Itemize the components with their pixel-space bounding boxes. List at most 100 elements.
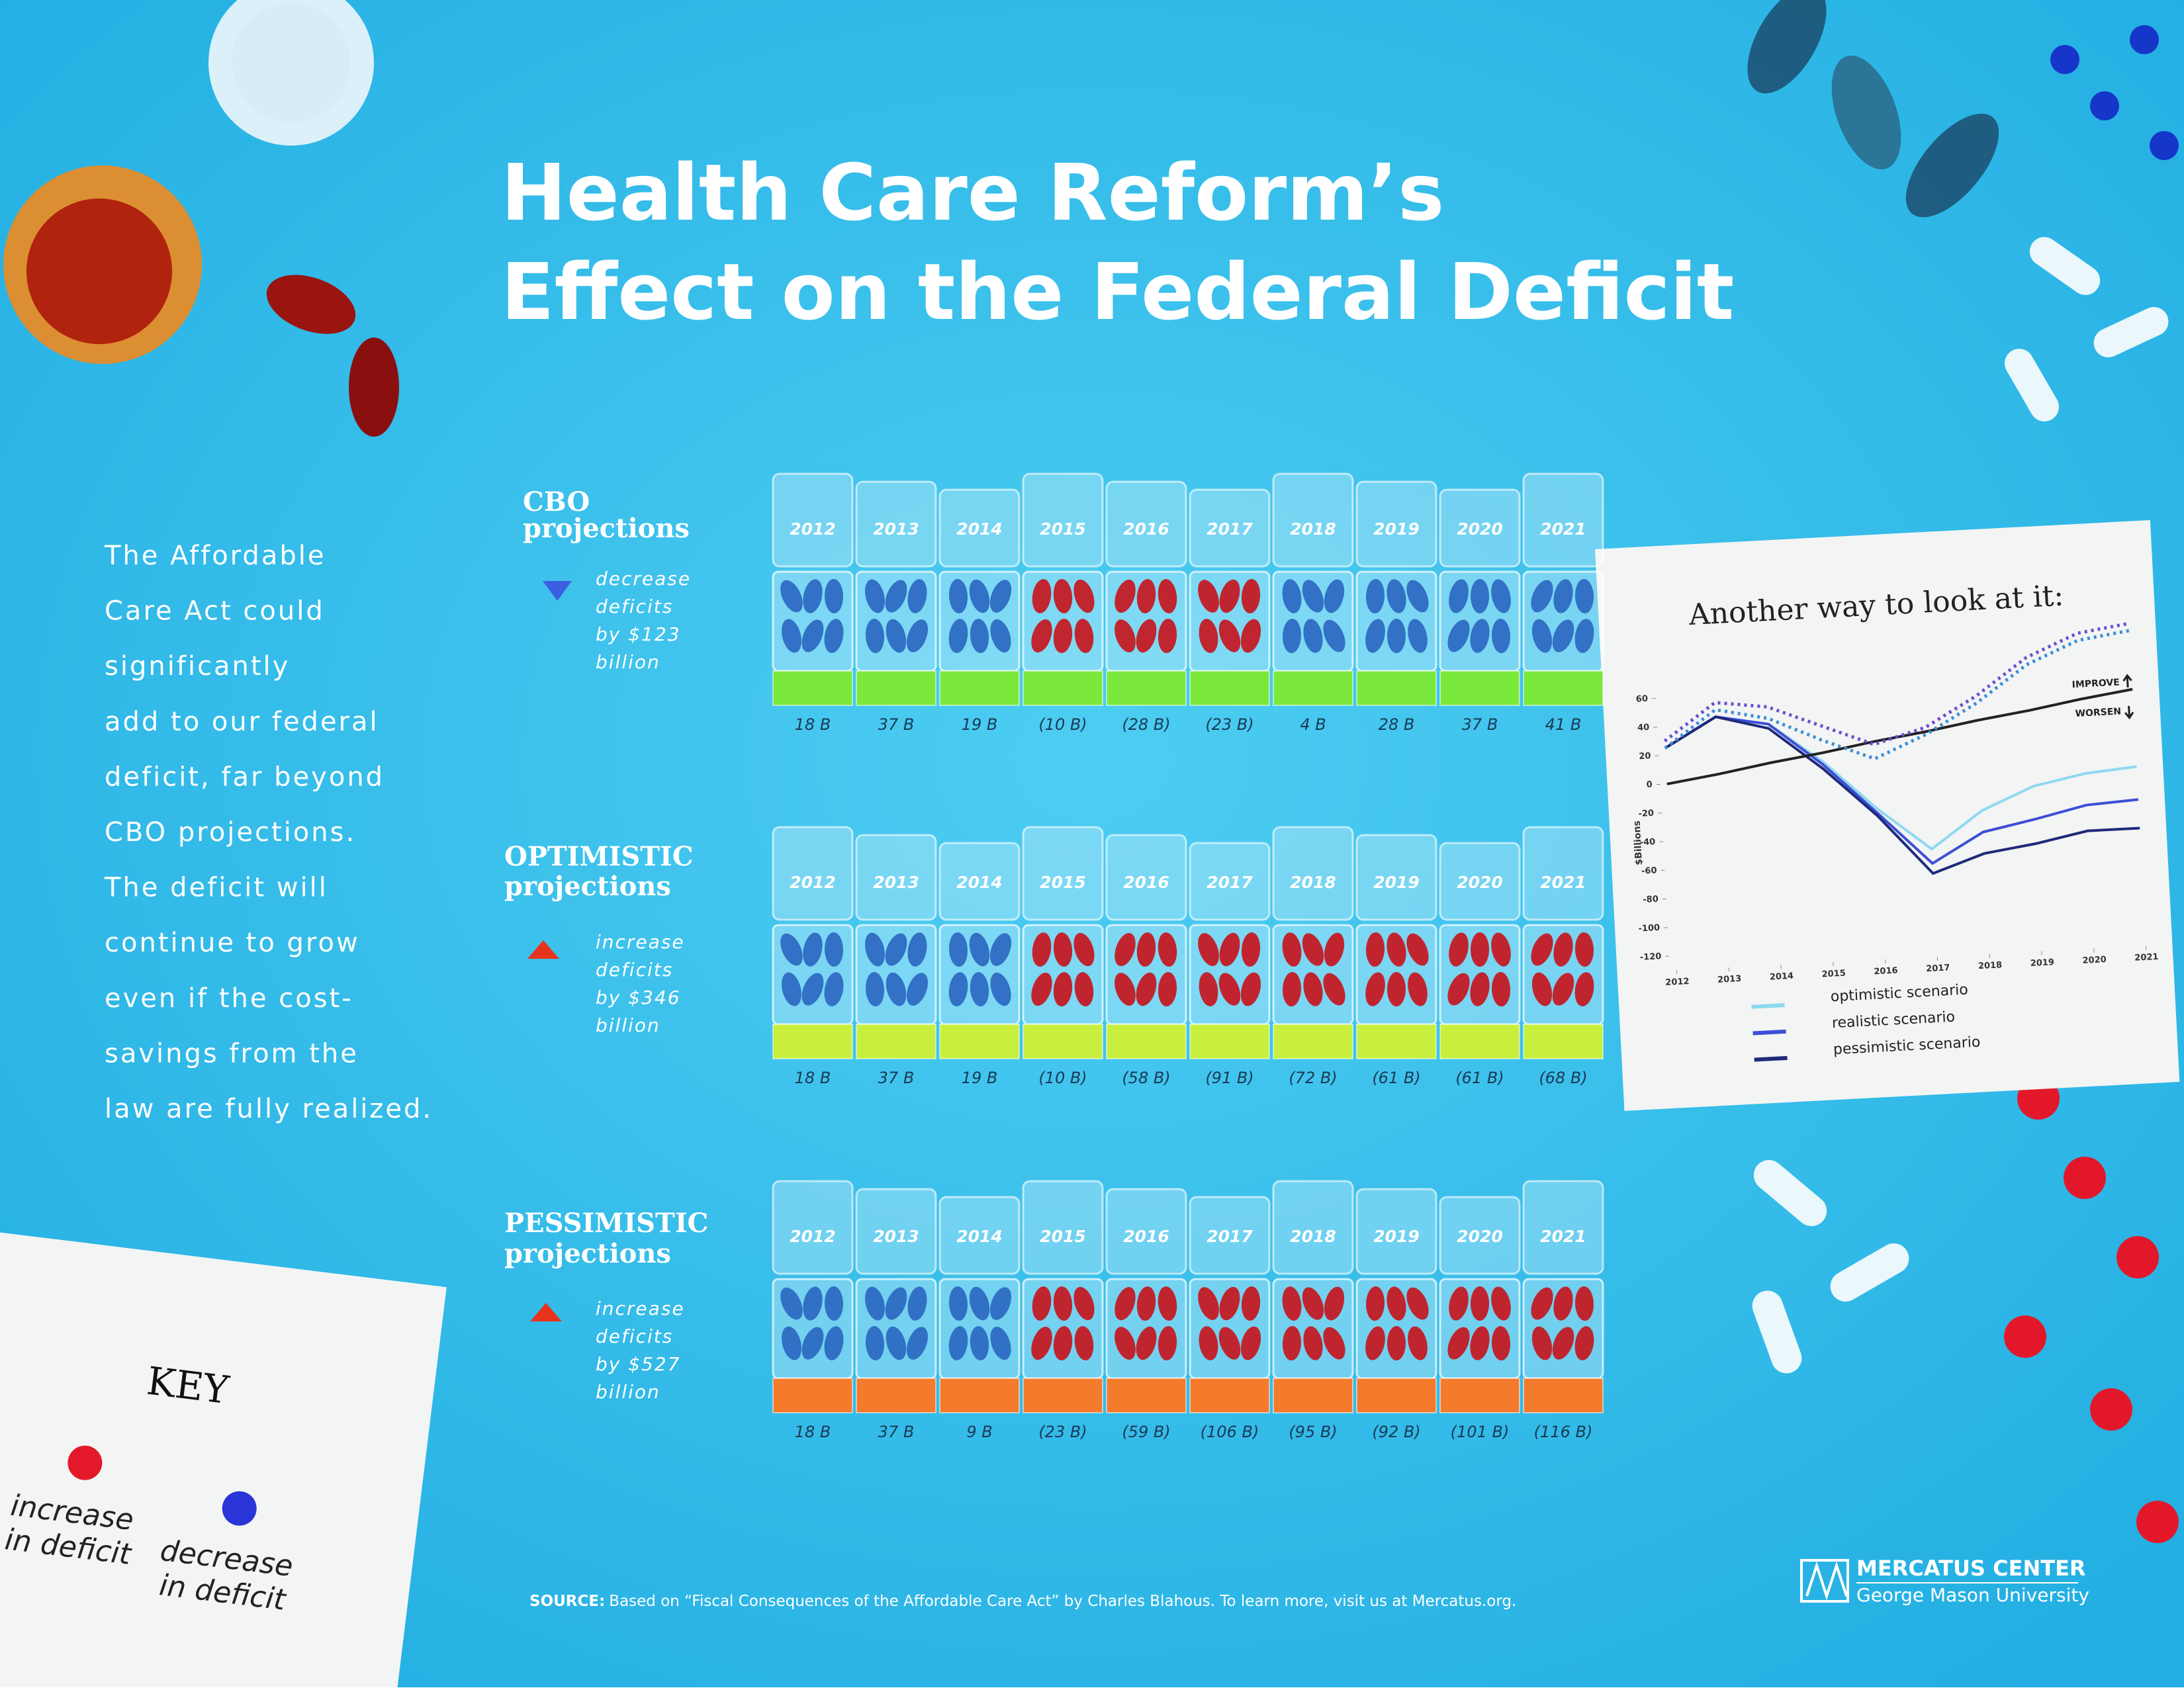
year-label: 2016	[1123, 1227, 1169, 1246]
compartment-tray	[1440, 671, 1520, 705]
compartment-tray	[1023, 671, 1103, 705]
value-label: (91 B)	[1205, 1069, 1253, 1087]
year-label: 2019	[1373, 1227, 1420, 1246]
legend-swatch	[1754, 1058, 1788, 1060]
compartment-tray	[1190, 1024, 1269, 1059]
compartment-tray	[773, 1378, 852, 1413]
intro-line: CBO projections.	[105, 817, 356, 848]
x-tick-label: 2020	[2082, 955, 2107, 966]
projection-label: projections	[523, 513, 690, 544]
projection-description: by $123	[596, 623, 681, 645]
legend-swatch	[1752, 1005, 1785, 1007]
compartment-tray	[773, 1024, 852, 1059]
value-label: 41 B	[1545, 715, 1582, 734]
logo-sub: George Mason University	[1856, 1584, 2089, 1606]
projection-description: billion	[596, 1014, 660, 1036]
projection-description: billion	[596, 1381, 660, 1403]
compartment-tray	[856, 1024, 936, 1059]
x-tick-label: 2016	[1874, 965, 1898, 977]
intro-line: The Affordable	[104, 541, 326, 571]
year-label: 2017	[1206, 519, 1253, 539]
value-label: 28 B	[1379, 715, 1415, 734]
projection-label: PESSIMISTIC	[504, 1208, 708, 1239]
value-label: 18 B	[795, 1423, 831, 1441]
x-tick-label: 2013	[1717, 974, 1742, 985]
pill	[1387, 1326, 1406, 1360]
projection-label: projections	[504, 1238, 671, 1269]
pill	[1387, 619, 1406, 653]
year-label: 2018	[1290, 519, 1336, 539]
legend-swatch	[1753, 1032, 1786, 1034]
compartment-tray	[1107, 1024, 1186, 1059]
paper	[0, 1231, 447, 1687]
y-tick-label: -80	[1643, 895, 1659, 905]
intro-line: even if the cost-	[105, 983, 353, 1014]
value-label: (72 B)	[1289, 1069, 1337, 1087]
value-label: 37 B	[1462, 715, 1498, 734]
value-label: (59 B)	[1122, 1423, 1170, 1441]
year-label: 2016	[1123, 519, 1169, 539]
source: SOURCE:Based on “Fiscal Consequences of …	[529, 1593, 1516, 1610]
value-label: (92 B)	[1372, 1423, 1420, 1441]
source-text: Based on “Fiscal Consequences of the Aff…	[609, 1593, 1516, 1610]
value-label: 37 B	[878, 715, 915, 734]
value-label: (101 B)	[1451, 1423, 1510, 1441]
year-label: 2015	[1040, 873, 1086, 892]
compartment-tray	[1524, 671, 1603, 705]
projection-description: deficits	[596, 1325, 673, 1347]
value-label: 18 B	[795, 1069, 831, 1087]
value-label: (106 B)	[1201, 1423, 1259, 1441]
year-label: 2019	[1373, 519, 1420, 539]
value-label: (61 B)	[1455, 1069, 1504, 1087]
year-label: 2015	[1040, 1227, 1086, 1246]
intro-line: add to our federal	[105, 707, 379, 737]
y-tick-label: -20	[1638, 809, 1654, 819]
compartment-tray	[1107, 1378, 1186, 1413]
year-label: 2019	[1373, 873, 1420, 892]
compartment-tray	[1190, 671, 1269, 705]
intro-line: law are fully realized.	[105, 1094, 433, 1124]
value-label: (23 B)	[1038, 1423, 1087, 1441]
y-tick-label: 0	[1646, 779, 1653, 789]
intro-line: continue to grow	[105, 928, 360, 958]
compartment-tray	[1273, 1024, 1353, 1059]
pill	[1387, 972, 1406, 1006]
y-tick-label: 40	[1637, 723, 1650, 733]
y-tick-label: 60	[1635, 694, 1648, 705]
compartment-tray	[1190, 1378, 1269, 1413]
value-label: 37 B	[878, 1423, 915, 1441]
y-tick-label: -120	[1639, 952, 1661, 963]
year-label: 2012	[790, 519, 836, 539]
year-label: 2014	[956, 1227, 1003, 1246]
compartment-tray	[1023, 1378, 1103, 1413]
year-label: 2021	[1540, 519, 1586, 539]
title-line: Health Care Reform’s	[501, 147, 1444, 238]
value-label: 9 B	[966, 1423, 992, 1441]
x-tick-label: 2018	[1978, 960, 2003, 971]
year-label: 2013	[873, 519, 919, 539]
compartment-tray	[1273, 1378, 1353, 1413]
year-label: 2018	[1290, 1227, 1336, 1246]
compartment-tray	[856, 671, 936, 705]
compartment-tray	[1023, 1024, 1103, 1059]
x-tick-label: 2015	[1821, 969, 1846, 980]
intro-line: The deficit will	[104, 873, 328, 903]
value-label: (58 B)	[1122, 1069, 1170, 1087]
compartment-tray	[1357, 1024, 1436, 1059]
compartment-tray	[856, 1378, 936, 1413]
compartment-tray	[940, 671, 1019, 705]
value-label: 19 B	[962, 715, 998, 734]
x-tick-label: 2019	[2030, 957, 2054, 969]
value-label: (68 B)	[1539, 1069, 1587, 1087]
year-label: 2013	[873, 873, 919, 892]
x-tick-label: 2017	[1926, 963, 1950, 974]
year-label: 2014	[956, 519, 1003, 539]
value-label: 18 B	[795, 715, 831, 734]
compartment-tray	[1357, 671, 1436, 705]
intro-line: savings from the	[105, 1038, 359, 1069]
year-label: 2017	[1206, 873, 1253, 892]
pill	[1471, 932, 1489, 967]
intro-line: Care Act could	[105, 596, 325, 627]
